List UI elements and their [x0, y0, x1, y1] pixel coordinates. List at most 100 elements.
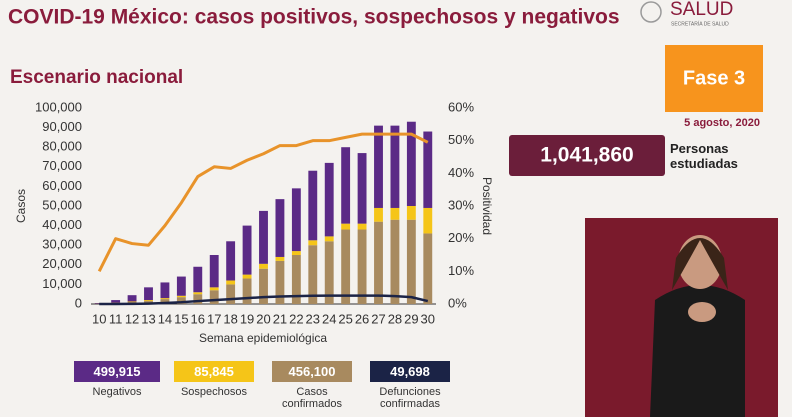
bar-segment — [275, 260, 285, 304]
y-tick-label: 10,000 — [42, 276, 82, 291]
bar-segment — [308, 245, 318, 304]
bar-segment — [374, 125, 383, 208]
x-tick-label: 29 — [404, 311, 418, 326]
y2-tick-label: 10% — [448, 263, 474, 278]
bar-segment — [406, 121, 416, 206]
y2-tick-label: 60% — [448, 99, 474, 114]
x-tick-label: 17 — [207, 311, 221, 326]
logo-subtext: SECRETARÍA DE SALUD — [671, 20, 729, 27]
bar-segment — [374, 207, 383, 222]
y2-tick-label: 0% — [448, 295, 467, 310]
x-tick-label: 26 — [355, 311, 369, 326]
y-tick-label: 100,000 — [35, 99, 82, 114]
bar-segment — [259, 263, 268, 269]
bar-segment — [357, 223, 367, 230]
interpreter-hands — [688, 302, 716, 322]
bar-segment — [423, 131, 433, 208]
bar-segment — [193, 292, 203, 295]
interpreter-body — [650, 285, 745, 417]
bar-segment — [275, 256, 285, 261]
legend-swatch: 499,915 — [74, 361, 160, 382]
bar-segment — [176, 295, 186, 298]
y-tick-label: 0 — [75, 295, 82, 310]
bar-segment — [324, 162, 334, 237]
bar-segment — [160, 299, 170, 304]
studied-box — [509, 135, 665, 176]
bar-segment — [259, 210, 268, 264]
x-tick-label: 11 — [109, 311, 123, 326]
y-tick-label: 80,000 — [42, 139, 82, 154]
y2-tick-label: 30% — [448, 197, 474, 212]
bar-segment — [226, 280, 236, 285]
legend-swatch: 456,100 — [272, 361, 352, 382]
x-tick-label: 25 — [338, 311, 352, 326]
y-tick-label: 90,000 — [42, 119, 82, 134]
phase-text: Fase 3 — [683, 67, 745, 89]
x-tick-label: 28 — [388, 311, 402, 326]
bar-segment — [127, 295, 137, 302]
y-tick-label: 30,000 — [42, 237, 82, 252]
bar-segment — [308, 240, 318, 246]
bar-segment — [226, 284, 236, 304]
bar-segment — [259, 268, 268, 304]
logo-emblem — [640, 1, 662, 23]
bar-segment — [423, 233, 433, 304]
x-tick-label: 16 — [191, 311, 205, 326]
bar-segment — [291, 255, 301, 304]
y2-tick-label: 40% — [448, 165, 474, 180]
bar-segment — [193, 266, 203, 293]
bar-segment — [160, 282, 170, 299]
bar-segment — [341, 223, 351, 230]
y-tick-label: 40,000 — [42, 217, 82, 232]
deaths-line — [99, 294, 429, 306]
y-tick-label: 50,000 — [42, 197, 82, 212]
x-tick-label: 22 — [289, 311, 303, 326]
legend-swatch: 49,698 — [370, 361, 450, 382]
y-tick-label: 70,000 — [42, 158, 82, 173]
date: 5 agosto, 2020 — [684, 117, 760, 129]
bar-segment — [406, 206, 416, 220]
x-tick-label: 14 — [158, 311, 172, 326]
legend-label: Sospechosos — [180, 386, 248, 398]
bar-segment — [275, 199, 285, 257]
bar-segment — [209, 255, 219, 288]
x-tick-label: 10 — [92, 311, 106, 326]
bar-segment — [242, 225, 252, 275]
x-tick-label: 15 — [174, 311, 188, 326]
bar-segment — [374, 221, 383, 304]
y-tick-label: 20,000 — [42, 256, 82, 271]
x-axis-title: Semana epidemiológica — [199, 331, 327, 345]
bar-segment — [209, 290, 219, 304]
bar-segment — [226, 241, 236, 281]
chart-subtitle: Escenario nacional — [10, 67, 183, 88]
bar-segment — [144, 287, 153, 301]
bar-segment — [111, 300, 121, 303]
x-tick-label: 30 — [421, 311, 435, 326]
bar-segment — [324, 236, 334, 242]
phase-box — [665, 45, 763, 112]
bar-segment — [176, 297, 186, 304]
x-tick-label: 12 — [125, 311, 139, 326]
bar-segment — [406, 219, 416, 304]
x-tick-label: 20 — [256, 311, 270, 326]
x-tick-label: 18 — [223, 311, 237, 326]
bar-segment — [242, 278, 252, 304]
bar-segment — [357, 229, 367, 304]
studied-value: 1,041,860 — [540, 144, 633, 167]
bar-segment — [242, 274, 252, 279]
bar-segment — [324, 241, 334, 304]
bar-segment — [390, 125, 400, 208]
bar-segment — [160, 298, 170, 300]
positivity-line — [97, 132, 429, 273]
bar-segment — [176, 276, 186, 296]
legend-swatch: 85,845 — [174, 361, 254, 382]
chart-title: COVID-19 México: casos positivos, sospec… — [8, 6, 620, 29]
bar-segment — [144, 300, 153, 302]
y-axis-title: Casos — [14, 189, 28, 223]
y-tick-label: 60,000 — [42, 178, 82, 193]
studied-label: Personas estudiadas — [670, 141, 738, 171]
legend-label: Casos confirmados — [282, 386, 342, 410]
x-tick-label: 24 — [322, 311, 336, 326]
